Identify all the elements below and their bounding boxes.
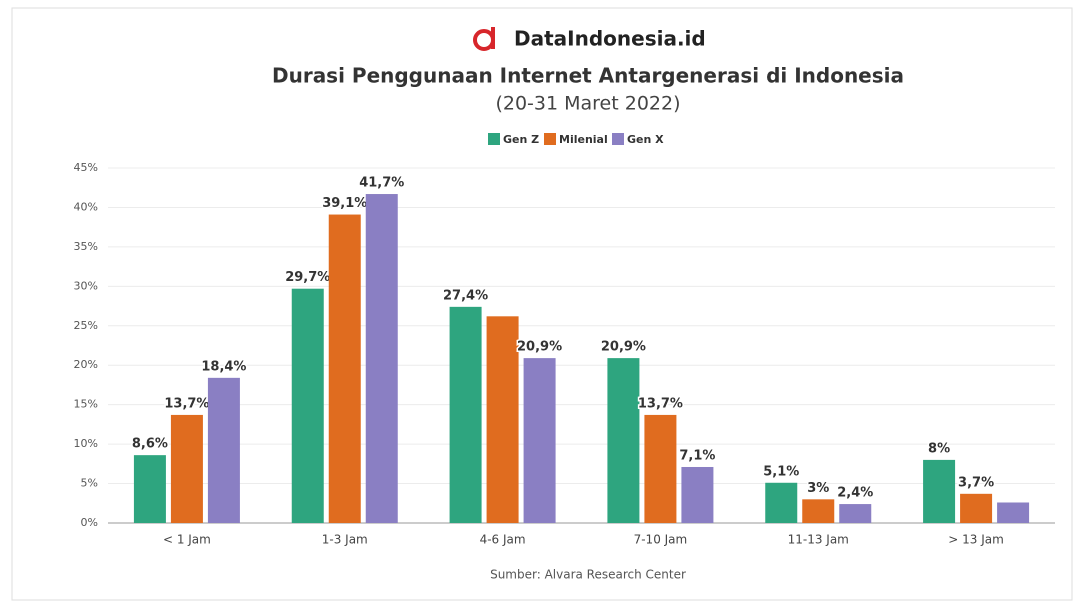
y-tick-label: 10%: [74, 437, 98, 450]
y-tick-label: 20%: [74, 358, 98, 371]
x-tick-label: < 1 Jam: [163, 533, 211, 547]
brand: DataIndonesia.id: [514, 27, 706, 51]
x-tick-label: 4-6 Jam: [480, 533, 526, 547]
x-tick-label: 11-13 Jam: [788, 533, 849, 547]
bar: [997, 502, 1030, 523]
value-label: 7,1%: [679, 448, 715, 463]
bar: [328, 214, 361, 524]
value-label: 20,9%: [601, 340, 646, 355]
value-label: 29,7%: [285, 270, 330, 285]
bar: [765, 482, 798, 523]
value-label: 39,1%: [322, 196, 367, 211]
y-tick-label: 35%: [74, 240, 98, 253]
y-tick-label: 15%: [74, 398, 98, 411]
y-tick-label: 30%: [74, 279, 98, 292]
value-label: 27,4%: [443, 288, 488, 303]
chart-title: Durasi Penggunaan Internet Antargenerasi…: [272, 64, 904, 88]
bar: [365, 194, 398, 524]
legend-swatch: [488, 133, 500, 145]
legend-label: Gen Z: [503, 133, 539, 146]
y-tick-label: 45%: [74, 161, 98, 174]
legend-label: Gen X: [627, 133, 664, 146]
value-label: 8,6%: [132, 437, 168, 452]
value-label: 5,1%: [763, 464, 799, 479]
x-tick-label: 7-10 Jam: [634, 533, 688, 547]
bar: [839, 504, 872, 523]
value-label: 2,4%: [837, 486, 873, 501]
bar: [960, 493, 993, 523]
y-tick-label: 25%: [74, 319, 98, 332]
bar: [133, 455, 166, 523]
x-tick-label: 1-3 Jam: [322, 533, 368, 547]
brand-logo: [473, 27, 495, 51]
legend-swatch: [544, 133, 556, 145]
legend-swatch: [612, 133, 624, 145]
value-label: 3%: [807, 481, 829, 496]
bar: [449, 306, 482, 523]
value-label: 13,7%: [164, 396, 209, 411]
source: Sumber: Alvara Research Center: [490, 568, 686, 582]
bar: [681, 466, 714, 523]
bar: [923, 459, 956, 523]
bar: [291, 288, 324, 523]
value-label: 13,7%: [638, 396, 683, 411]
value-label: 8%: [928, 441, 950, 456]
bar: [607, 358, 640, 523]
bar: [486, 316, 519, 523]
bar: [644, 414, 677, 523]
y-tick-label: 40%: [74, 200, 98, 213]
value-label: 20,9%: [517, 340, 562, 355]
bar: [523, 358, 556, 523]
bar: [170, 414, 203, 523]
legend-label: Milenial: [559, 133, 608, 146]
value-label: 3,7%: [958, 475, 994, 490]
y-tick-label: 0%: [81, 516, 98, 529]
bar: [802, 499, 835, 523]
bar: [207, 377, 240, 523]
x-tick-label: > 13 Jam: [948, 533, 1004, 547]
value-label: 41,7%: [359, 176, 404, 191]
value-label: 18,4%: [201, 359, 246, 374]
y-tick-label: 5%: [81, 477, 98, 490]
chart-subtitle: (20-31 Maret 2022): [495, 93, 680, 115]
